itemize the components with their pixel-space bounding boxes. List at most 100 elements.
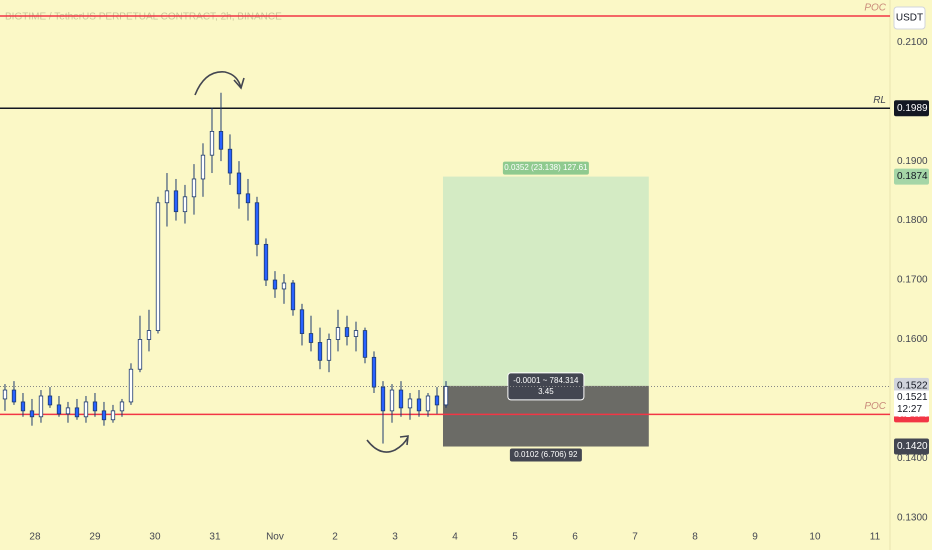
target-label: 0.0352 (23.138) 127.61 — [504, 163, 588, 172]
arrow-bottom-head — [399, 435, 409, 446]
candle-body — [29, 410, 35, 418]
price-tag — [894, 377, 929, 394]
y-tick-label: 0.2100 — [897, 37, 928, 48]
candle-body — [389, 389, 395, 412]
candle-body — [47, 395, 53, 406]
candle-body — [245, 193, 251, 204]
price-tag — [894, 168, 929, 185]
price-tag-label: 0.1522 — [897, 381, 928, 392]
candle-body — [110, 410, 116, 421]
candle-body — [371, 356, 377, 388]
x-tick-label: 31 — [209, 532, 221, 543]
candle-body — [236, 172, 242, 195]
countdown: 12:27 — [897, 404, 922, 415]
y-tick-label: 0.1400 — [897, 453, 928, 464]
profit-zone — [442, 176, 649, 386]
level-label: POC — [864, 3, 886, 14]
candle-body — [200, 154, 206, 180]
candle-body — [146, 330, 152, 340]
arrow-bottom — [366, 436, 409, 453]
candle-body — [317, 342, 323, 361]
x-tick-label: 3 — [392, 532, 398, 543]
candle-body — [326, 339, 332, 361]
candle-body — [290, 282, 296, 311]
candle-body — [155, 202, 161, 331]
candle-body — [263, 243, 269, 281]
candle-body — [74, 407, 80, 418]
candle-body — [164, 190, 170, 204]
x-tick-label: 5 — [512, 532, 518, 543]
candle-body — [353, 330, 359, 337]
stop-label-bg — [509, 448, 582, 462]
candle-body — [398, 389, 404, 409]
candle-body — [65, 407, 71, 415]
price-tag-label: 0.1420 — [897, 441, 928, 452]
candle-body — [299, 309, 305, 334]
x-tick-label: 9 — [752, 532, 758, 543]
candle-body — [227, 148, 233, 174]
y-tick-label: 0.1700 — [897, 275, 928, 286]
candle-body — [83, 401, 89, 418]
x-tick-label: 29 — [89, 532, 101, 543]
x-tick-label: 7 — [632, 532, 638, 543]
target-label-bg — [502, 161, 589, 175]
price-tag-label: 0.1989 — [897, 103, 928, 114]
price-tag-label: 0.1874 — [897, 171, 928, 182]
candle-body — [254, 202, 260, 245]
y-tick-label: 0.1300 — [897, 513, 928, 524]
last-price-tag — [894, 390, 929, 417]
y-tick-label: 0.1800 — [897, 215, 928, 226]
price-tag — [894, 100, 929, 117]
x-tick-label: 11 — [870, 532, 881, 543]
candle-body — [20, 401, 26, 412]
x-tick-label: 10 — [809, 532, 821, 543]
candle-body — [281, 282, 287, 290]
candle-body — [11, 389, 17, 403]
x-tick-label: 28 — [29, 532, 41, 543]
candle-body — [182, 196, 188, 213]
candle-body — [344, 327, 350, 337]
last-price-label: 0.1521 — [897, 392, 928, 403]
candle-body — [308, 333, 314, 343]
stop-label: 0.0102 (6.706) 92 — [514, 450, 578, 459]
candle-body — [2, 389, 8, 400]
chart-title: BIGTIME / TetherUS PERPETUAL CONTRACT, 2… — [5, 12, 282, 23]
level-label: RL — [873, 95, 886, 106]
candle-body — [380, 386, 386, 412]
candle-body — [38, 395, 44, 418]
x-tick-label: 4 — [452, 532, 458, 543]
candle-body — [119, 401, 125, 412]
candle-body — [272, 279, 278, 290]
price-tag — [894, 438, 929, 455]
candle-body — [92, 401, 98, 412]
candle-body — [416, 398, 422, 412]
x-tick-label: 6 — [572, 532, 578, 543]
candle-body — [56, 404, 62, 415]
candle-body — [218, 130, 224, 150]
candle-body — [335, 327, 341, 340]
candle-body — [407, 398, 413, 409]
annotation-arrows — [194, 71, 409, 453]
candle-body — [128, 368, 134, 403]
y-tick-label: 0.1900 — [897, 156, 928, 167]
candle-body — [209, 130, 215, 156]
candle-body — [443, 386, 449, 406]
x-tick-label: 2 — [332, 532, 338, 543]
center-label: 3.45 — [538, 387, 554, 396]
arrow-top — [194, 71, 242, 96]
x-tick-label: 30 — [149, 532, 161, 543]
candle-body — [191, 178, 197, 198]
currency: USDT — [896, 13, 923, 24]
level-label: POC — [864, 401, 886, 412]
x-tick-label: Nov — [266, 532, 284, 543]
candle-body — [137, 339, 143, 370]
candle-body — [173, 190, 179, 213]
candle-body — [434, 395, 440, 406]
candle-body — [362, 330, 368, 358]
y-tick-label: 0.1600 — [897, 334, 928, 345]
x-tick-label: 8 — [692, 532, 698, 543]
currency-box[interactable] — [893, 6, 926, 30]
center-label: -0.0001 ~ 784.314 — [513, 376, 579, 385]
